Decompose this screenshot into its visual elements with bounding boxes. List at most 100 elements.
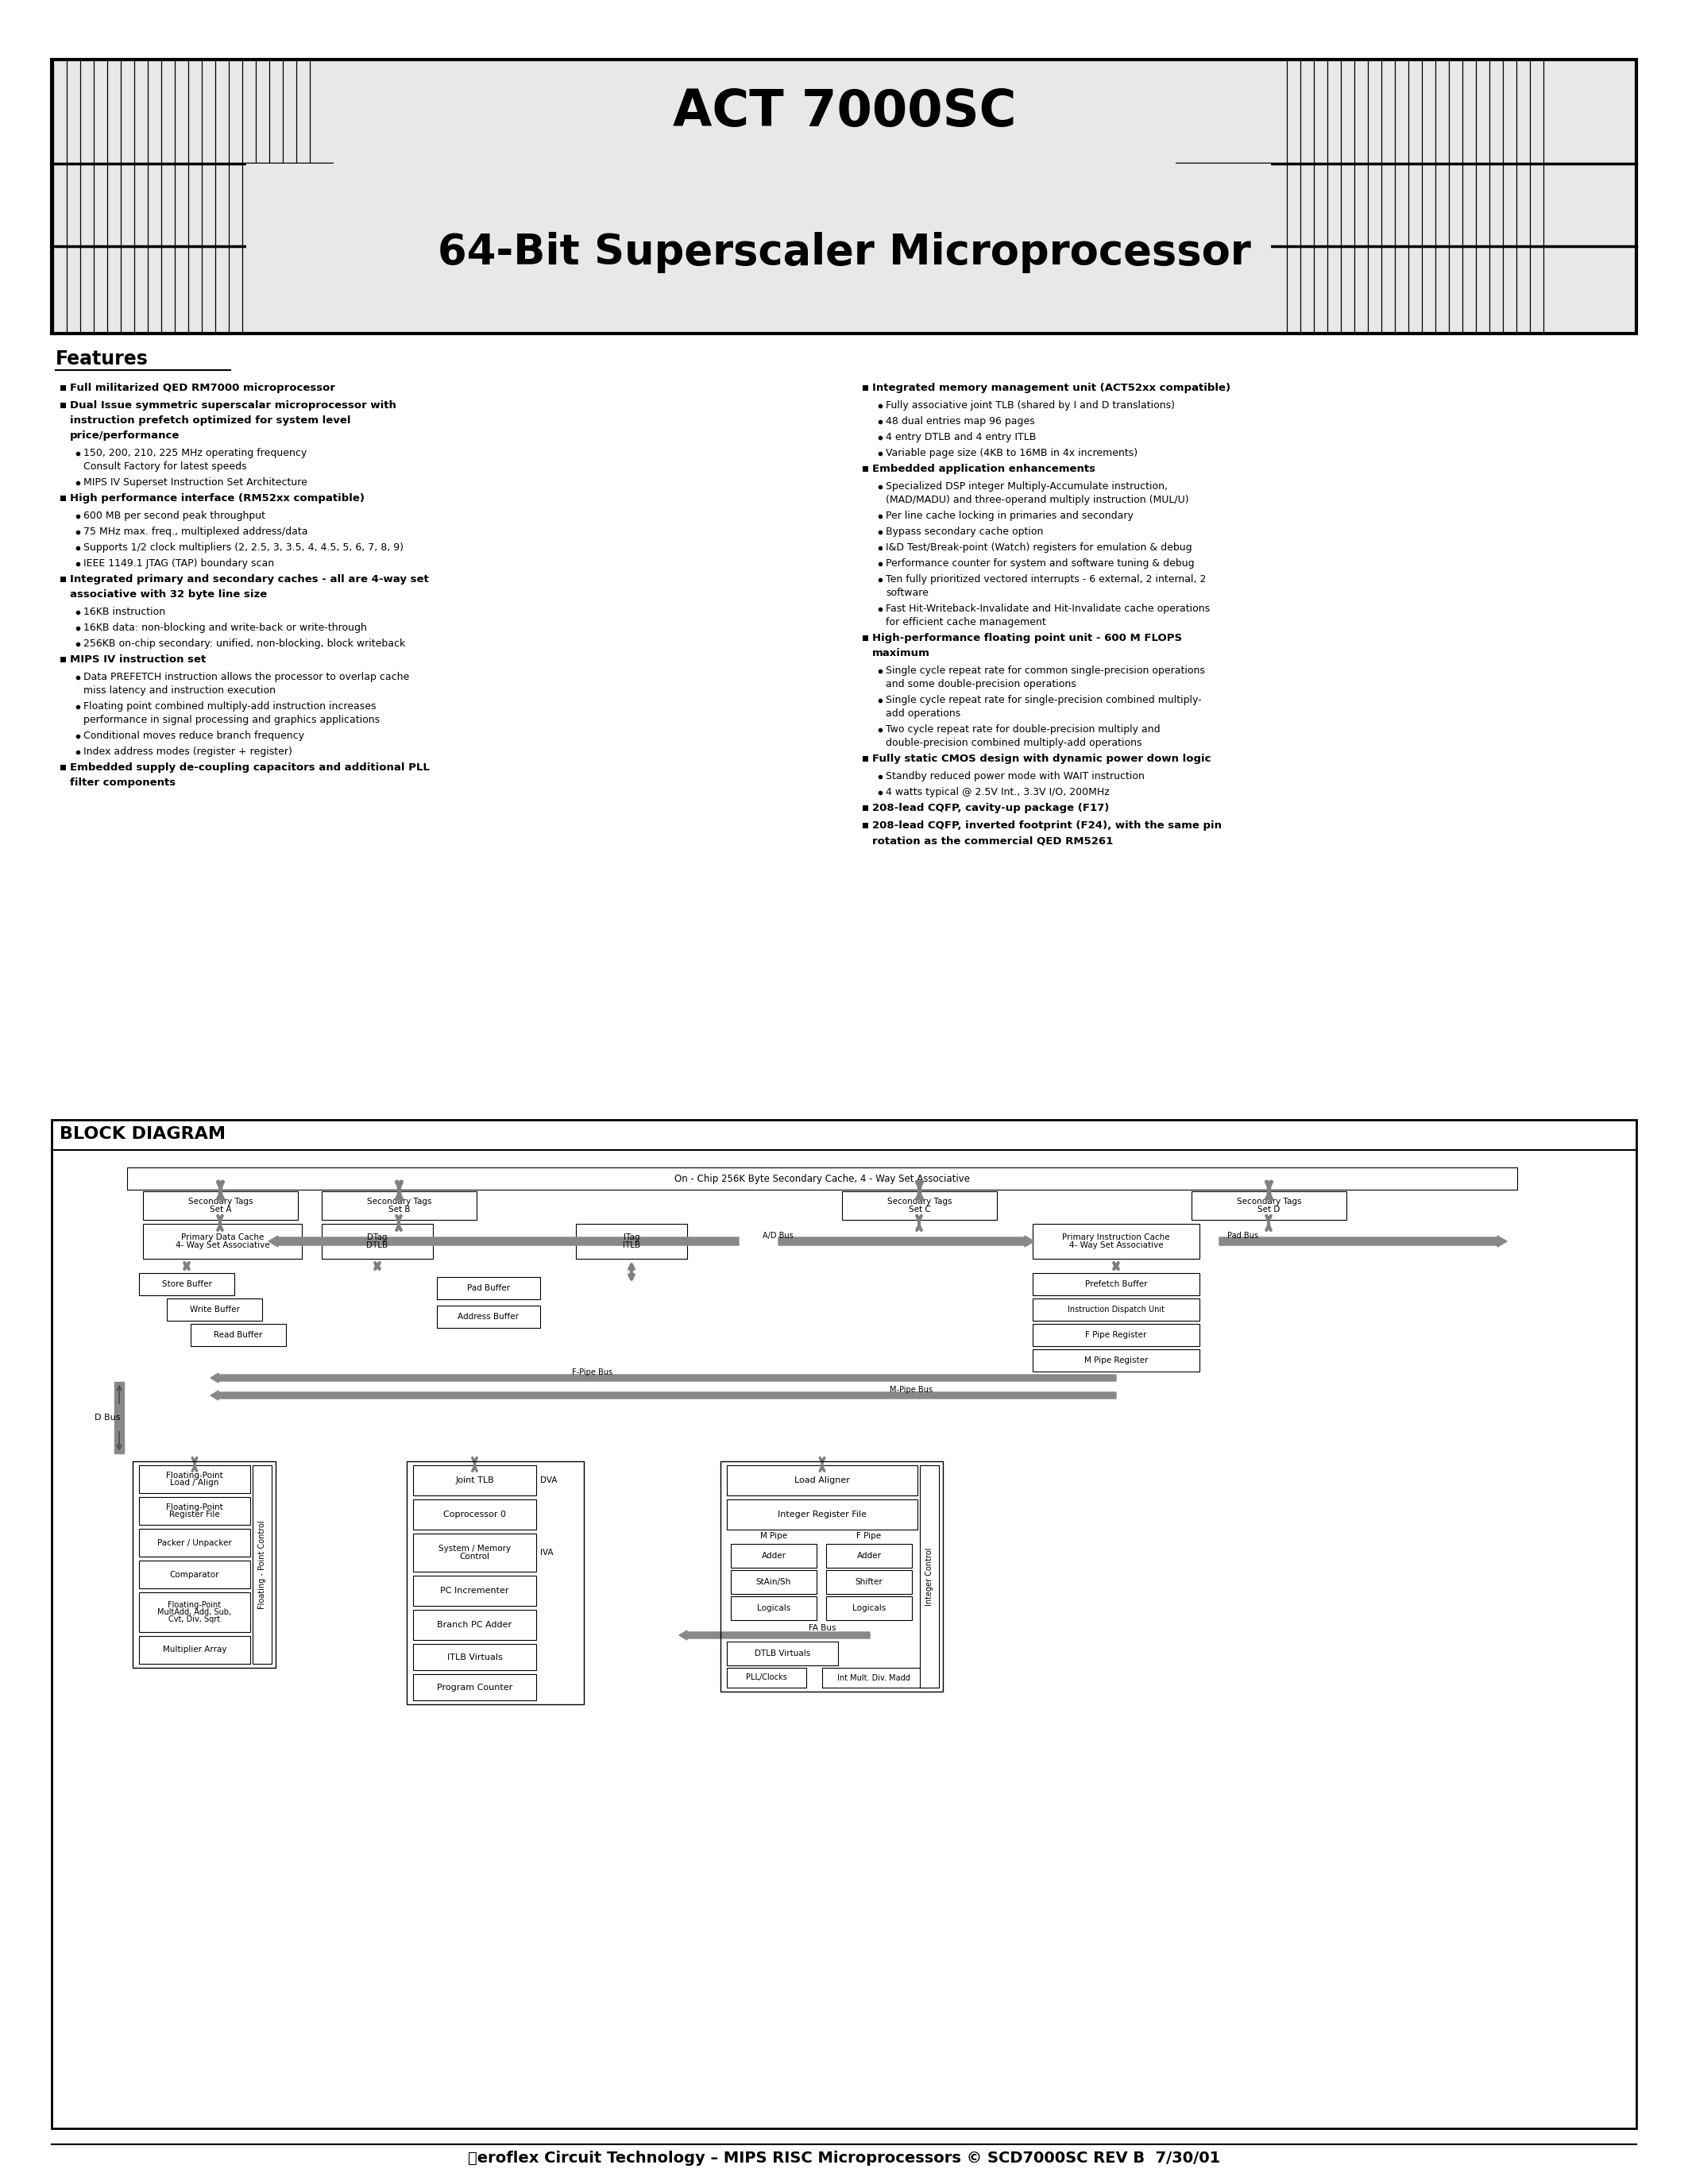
Text: 64-Bit Superscaler Microprocessor: 64-Bit Superscaler Microprocessor [437, 232, 1251, 273]
Text: maximum: maximum [873, 649, 930, 657]
Text: BLOCK DIAGRAM: BLOCK DIAGRAM [59, 1127, 226, 1142]
Bar [863, 806, 868, 810]
Bar [863, 636, 868, 640]
Text: Set C: Set C [908, 1206, 930, 1214]
Text: Secondary Tags: Secondary Tags [1237, 1197, 1301, 1206]
Bar [167, 1299, 262, 1321]
Text: 16KB data: non-blocking and write-back or write-through: 16KB data: non-blocking and write-back o… [83, 622, 366, 633]
Text: Features: Features [56, 349, 149, 369]
Bar [728, 1669, 807, 1688]
Text: Cvt, Div, Sqrt: Cvt, Div, Sqrt [169, 1616, 221, 1623]
Text: ␓eroflex Circuit Technology – MIPS RISC Microprocessors © SCD7000SC REV B  7/30/: ␓eroflex Circuit Technology – MIPS RISC … [468, 2151, 1220, 2167]
Bar [1033, 1324, 1200, 1345]
Text: Set B: Set B [388, 1206, 410, 1214]
Bar [143, 1190, 297, 1221]
Text: High-performance floating point unit - 600 M FLOPS: High-performance floating point unit - 6… [873, 633, 1182, 644]
Bar [437, 1278, 540, 1299]
Bar [1033, 1350, 1200, 1372]
Bar [322, 1223, 432, 1258]
Bar [246, 247, 1271, 332]
Bar [822, 1669, 925, 1688]
Text: rotation as the commercial QED RM5261: rotation as the commercial QED RM5261 [873, 836, 1112, 845]
Bar [863, 756, 868, 762]
Text: Supports 1/2 clock multipliers (2, 2.5, 3, 3.5, 4, 4.5, 5, 6, 7, 8, 9): Supports 1/2 clock multipliers (2, 2.5, … [83, 542, 403, 553]
Bar [731, 1597, 817, 1621]
Text: Ten fully prioritized vectored interrupts - 6 external, 2 internal, 2: Ten fully prioritized vectored interrupt… [886, 574, 1207, 585]
Text: add operations: add operations [886, 708, 960, 719]
Bar [728, 1465, 918, 1496]
Text: F-Pipe Bus: F-Pipe Bus [572, 1369, 613, 1376]
Text: Prefetch Buffer: Prefetch Buffer [1085, 1280, 1148, 1289]
Text: Address Buffer: Address Buffer [457, 1313, 520, 1321]
Text: Joint TLB: Joint TLB [456, 1476, 495, 1485]
Text: Set D: Set D [1258, 1206, 1280, 1214]
Text: DVA: DVA [540, 1476, 557, 1485]
Text: Register File: Register File [169, 1511, 219, 1518]
Text: instruction prefetch optimized for system level: instruction prefetch optimized for syste… [69, 415, 351, 426]
Text: Read Buffer: Read Buffer [214, 1330, 263, 1339]
Bar [1033, 1223, 1200, 1258]
Text: MIPS IV instruction set: MIPS IV instruction set [69, 655, 206, 664]
Text: filter components: filter components [69, 778, 176, 788]
Bar [61, 384, 66, 391]
Bar [728, 1642, 837, 1666]
Text: Full militarized QED RM7000 microprocessor: Full militarized QED RM7000 microprocess… [69, 382, 336, 393]
Text: IEEE 1149.1 JTAG (TAP) boundary scan: IEEE 1149.1 JTAG (TAP) boundary scan [83, 559, 273, 568]
Text: Write Buffer: Write Buffer [189, 1306, 240, 1313]
Text: Dual Issue symmetric superscalar microprocessor with: Dual Issue symmetric superscalar micropr… [69, 400, 397, 411]
Text: Single cycle repeat rate for common single-precision operations: Single cycle repeat rate for common sing… [886, 666, 1205, 675]
Bar [414, 1645, 537, 1671]
Text: Floating-Point: Floating-Point [169, 1601, 221, 1610]
Bar [191, 1324, 285, 1345]
Text: PC Incrementer: PC Incrementer [441, 1588, 510, 1594]
Text: Fast Hit-Writeback-Invalidate and Hit-Invalidate cache operations: Fast Hit-Writeback-Invalidate and Hit-In… [886, 603, 1210, 614]
Bar [825, 1597, 912, 1621]
FancyArrow shape [679, 1631, 869, 1640]
Text: StAin/Sh: StAin/Sh [756, 1579, 792, 1586]
Text: Performance counter for system and software tuning & debug: Performance counter for system and softw… [886, 559, 1195, 568]
Bar [52, 59, 1636, 334]
Bar [133, 1461, 275, 1669]
Bar [61, 496, 66, 500]
Bar [414, 1675, 537, 1701]
Bar [407, 1461, 584, 1704]
Text: 208-lead CQFP, inverted footprint (F24), with the same pin: 208-lead CQFP, inverted footprint (F24),… [873, 821, 1222, 830]
Bar [863, 384, 868, 391]
Bar [143, 1223, 302, 1258]
Text: Comparator: Comparator [170, 1570, 219, 1579]
Text: Adder: Adder [858, 1553, 881, 1559]
FancyArrow shape [211, 1374, 1116, 1382]
Text: Integrated primary and secondary caches - all are 4-way set: Integrated primary and secondary caches … [69, 574, 429, 585]
Bar [61, 402, 66, 408]
Text: Integrated memory management unit (ACT52xx compatible): Integrated memory management unit (ACT52… [873, 382, 1231, 393]
Text: System / Memory: System / Memory [439, 1544, 511, 1553]
Text: Bypass secondary cache option: Bypass secondary cache option [886, 526, 1043, 537]
Text: Conditional moves reduce branch frequency: Conditional moves reduce branch frequenc… [83, 732, 304, 740]
Text: D Bus: D Bus [95, 1413, 120, 1422]
Bar [138, 1636, 250, 1664]
Text: Integer Register File: Integer Register File [778, 1511, 866, 1518]
Bar [437, 1306, 540, 1328]
Text: Data PREFETCH instruction allows the processor to overlap cache: Data PREFETCH instruction allows the pro… [83, 673, 408, 681]
Text: 256KB on-chip secondary: unified, non-blocking, block writeback: 256KB on-chip secondary: unified, non-bl… [83, 638, 405, 649]
Text: IVA: IVA [540, 1548, 554, 1557]
Text: M Pipe Register: M Pipe Register [1084, 1356, 1148, 1365]
Bar [61, 577, 66, 583]
Text: and some double-precision operations: and some double-precision operations [886, 679, 1077, 690]
Text: Floating - Point Control: Floating - Point Control [258, 1520, 267, 1610]
Text: double-precision combined multiply-add operations: double-precision combined multiply-add o… [886, 738, 1141, 749]
Text: On - Chip 256K Byte Secondary Cache, 4 - Way Set Associative: On - Chip 256K Byte Secondary Cache, 4 -… [675, 1173, 971, 1184]
Text: Store Buffer: Store Buffer [162, 1280, 211, 1289]
Bar [138, 1562, 250, 1588]
Text: Floating-Point: Floating-Point [165, 1503, 223, 1511]
Bar [414, 1500, 537, 1529]
FancyArrow shape [1219, 1236, 1507, 1247]
Text: Load Aligner: Load Aligner [795, 1476, 851, 1485]
Text: ITag: ITag [623, 1234, 640, 1241]
Bar [863, 465, 868, 472]
Text: performance in signal processing and graphics applications: performance in signal processing and gra… [83, 714, 380, 725]
Text: Logicals: Logicals [852, 1605, 886, 1612]
Text: software: software [886, 587, 928, 598]
Text: MultAdd, Add, Sub,: MultAdd, Add, Sub, [157, 1607, 231, 1616]
Text: Logicals: Logicals [756, 1605, 790, 1612]
